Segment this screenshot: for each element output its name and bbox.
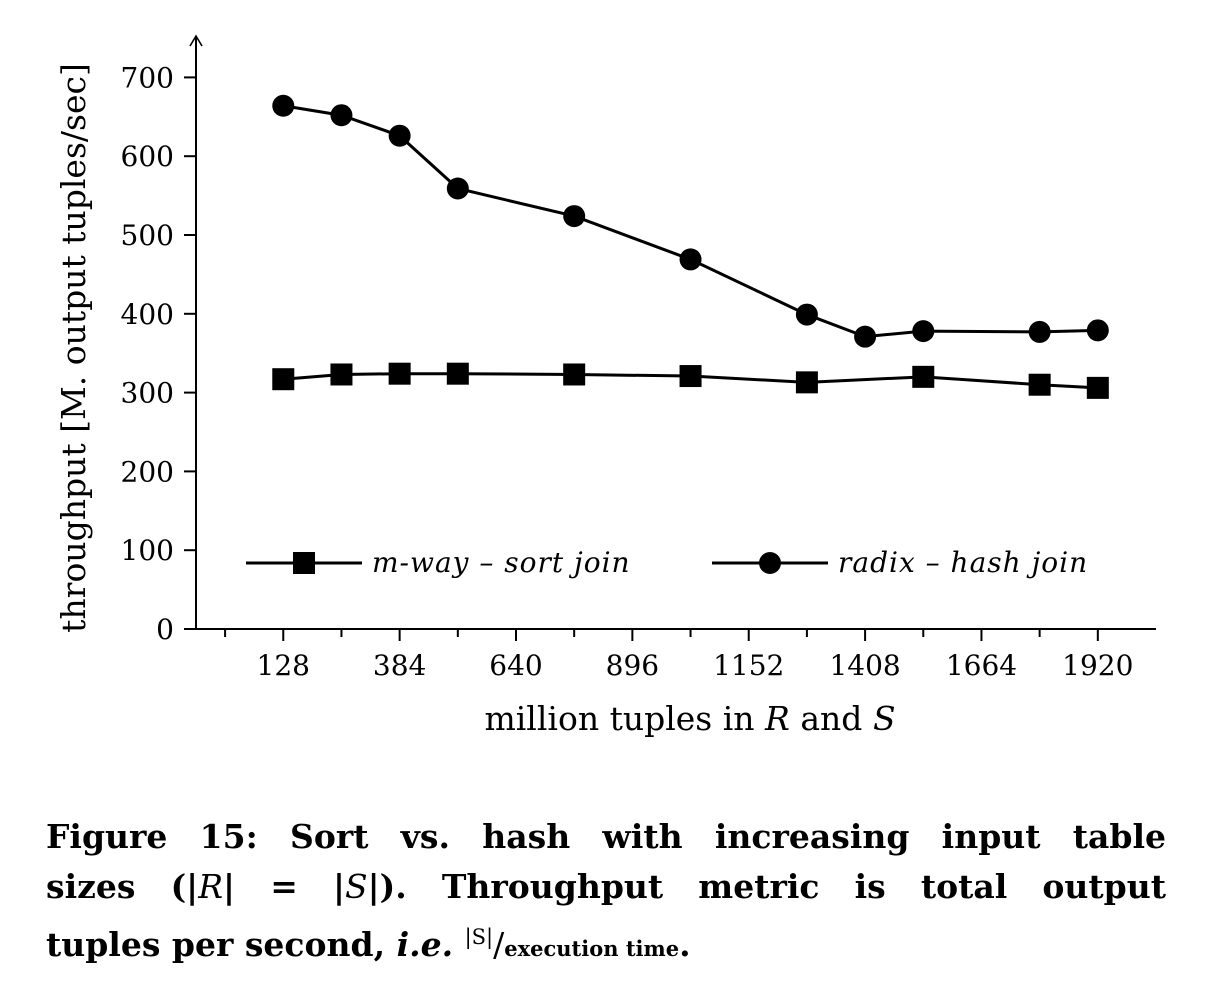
x-tick-label: 896	[606, 649, 659, 682]
x-axis-label: million tuples in R and S	[484, 699, 895, 738]
caption-fraction-slash: /	[493, 925, 505, 964]
square-marker	[446, 362, 469, 385]
caption-text-3a: tuples per second,	[46, 925, 397, 964]
caption-ie: i.e.	[396, 925, 454, 964]
circle-marker	[563, 205, 586, 228]
caption-var-r: R	[198, 867, 224, 906]
x-axis-label-part: S	[873, 699, 896, 738]
square-marker	[1086, 376, 1109, 399]
circle-marker	[854, 325, 877, 348]
circle-marker	[388, 124, 411, 147]
x-axis-label-part: million tuples in	[484, 699, 765, 738]
square-marker	[272, 368, 295, 391]
square-marker	[330, 363, 353, 386]
x-tick-label: 128	[257, 649, 310, 682]
square-marker	[563, 363, 586, 386]
y-tick-label: 200	[121, 455, 174, 488]
caption-period: .	[679, 925, 691, 964]
caption-text-2c: | = |	[223, 867, 345, 906]
circle-marker	[1028, 320, 1051, 343]
y-axis-label: throughput [M. output tuples/sec]	[54, 63, 93, 633]
caption-text-1: Figure 15: Sort vs. hash with increasing…	[46, 817, 1166, 856]
x-tick-label: 1152	[713, 649, 784, 682]
square-marker	[795, 371, 818, 394]
legend-square-marker	[293, 552, 315, 574]
circle-marker	[1086, 319, 1109, 342]
y-tick-label: 500	[121, 219, 174, 252]
caption-var-s: S	[344, 867, 368, 906]
legend-circle-marker	[759, 552, 781, 574]
circle-marker	[795, 303, 818, 326]
legend: m-way – sort join radix – hash join	[246, 546, 1088, 579]
y-tick-label: 300	[121, 377, 174, 410]
y-axis-arrow	[189, 34, 203, 47]
circle-marker	[330, 104, 353, 127]
y-tick-label: 400	[121, 298, 174, 331]
circle-marker	[272, 94, 295, 117]
y-tick-label: 100	[121, 534, 174, 567]
circle-marker	[446, 177, 469, 200]
x-tick-label: 1664	[946, 649, 1017, 682]
series-group	[272, 94, 1109, 399]
caption-line-1: Figure 15: Sort vs. hash with increasing…	[46, 812, 1166, 862]
x-tick-label: 1920	[1062, 649, 1133, 682]
caption-line-3: tuples per second, i.e. |S|/execution ti…	[46, 912, 1166, 974]
legend-label-1: radix – hash join	[838, 546, 1088, 579]
caption-line-2: sizes (|R| = |S|). Throughput metric is …	[46, 862, 1166, 912]
square-marker	[1028, 373, 1051, 396]
y-tick-label: 700	[121, 61, 174, 94]
series-line-0	[283, 372, 1098, 390]
y-tick-label: 0	[156, 613, 174, 646]
figure-caption: Figure 15: Sort vs. hash with increasing…	[46, 812, 1166, 974]
x-tick-label: 384	[373, 649, 426, 682]
square-marker	[679, 365, 702, 388]
x-axis-label-part: R	[764, 699, 790, 738]
caption-text-2a: sizes (|	[46, 867, 199, 906]
circle-marker	[912, 320, 935, 343]
y-ticks: 0 100 200 300 400 500 600 700	[121, 61, 196, 646]
legend-label-0: m-way – sort join	[372, 546, 631, 579]
circle-marker	[679, 248, 702, 271]
axes	[189, 34, 1156, 630]
x-tick-label: 640	[489, 649, 542, 682]
x-tick-label: 1408	[829, 649, 900, 682]
square-marker	[912, 365, 935, 388]
y-tick-label: 600	[121, 140, 174, 173]
x-axis-label-part: and	[790, 699, 873, 738]
caption-text-2e: |). Throughput metric is total output	[367, 867, 1166, 906]
x-ticks: 128 384 640 896 1152 1408 1664 1920	[224, 629, 1133, 682]
chart: 128 384 640 896 1152 1408 1664 1920 0 100 200 300 4…	[54, 34, 1156, 738]
caption-numerator: |S|	[464, 925, 494, 949]
square-marker	[388, 362, 411, 385]
caption-denominator: execution time	[504, 936, 680, 961]
